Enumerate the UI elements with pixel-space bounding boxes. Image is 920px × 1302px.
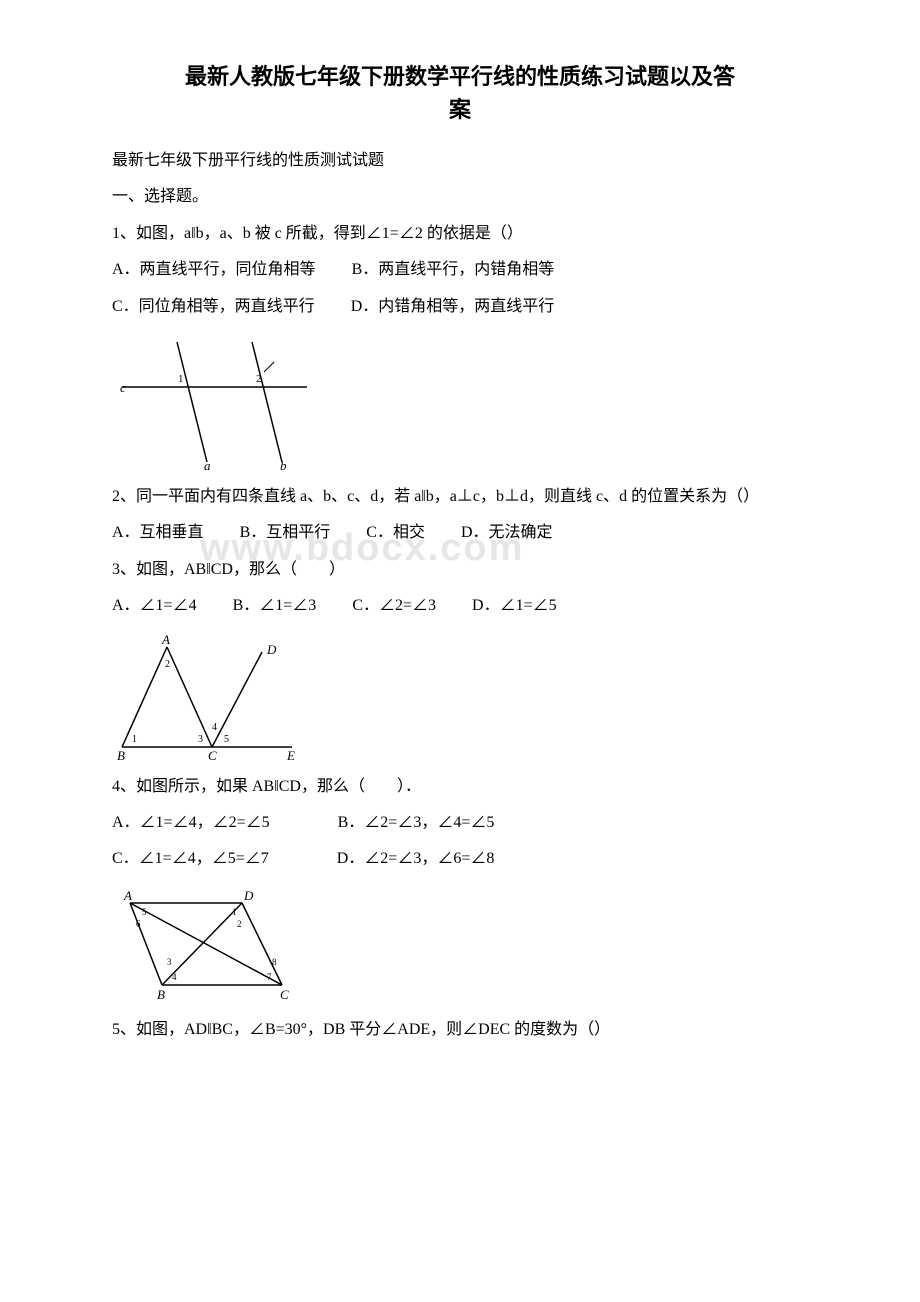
svg-text:1: 1 (132, 734, 137, 745)
q4-opt-d: D．∠2=∠3，∠6=∠8 (337, 850, 495, 867)
svg-text:A: A (161, 632, 170, 647)
figure-4: A D B C 12 34 56 78 (112, 885, 840, 1005)
q1-options-row1: A．两直线平行，同位角相等 B．两直线平行，内错角相等 (80, 255, 840, 285)
q4-opt-c: C．∠1=∠4，∠5=∠7 (112, 850, 269, 867)
q4-options-row1: A．∠1=∠4，∠2=∠5 B．∠2=∠3，∠4=∠5 (80, 808, 840, 838)
svg-text:C: C (208, 748, 217, 762)
svg-text:7: 7 (267, 972, 272, 982)
q2-stem: 2、同一平面内有四条直线 a、b、c、d，若 a‖b，a⊥c，b⊥d，则直线 c… (80, 482, 840, 512)
figure-1: c 1 2 a b (112, 332, 840, 472)
svg-text:A: A (123, 888, 132, 903)
q2-opt-c: C．相交 (366, 524, 425, 541)
svg-text:B: B (117, 748, 125, 762)
svg-text:5: 5 (224, 734, 229, 745)
q1-opt-b: B．两直线平行，内错角相等 (352, 261, 555, 278)
q2-opt-d: D．无法确定 (461, 524, 553, 541)
svg-text:a: a (204, 458, 211, 472)
q3-opt-c: C．∠2=∠3 (352, 597, 436, 614)
q2-opt-a: A．互相垂直 (112, 524, 204, 541)
svg-text:C: C (280, 987, 289, 1002)
q4-opt-a: A．∠1=∠4，∠2=∠5 (112, 814, 270, 831)
q2-opt-b: B．互相平行 (240, 524, 331, 541)
svg-text:2: 2 (256, 373, 262, 385)
q1-opt-c: C．同位角相等，两直线平行 (112, 298, 315, 315)
svg-text:6: 6 (136, 919, 141, 929)
intro-text: 最新七年级下册平行线的性质测试试题 (80, 146, 840, 176)
title-line2: 案 (449, 97, 471, 122)
q1-options-row2: C．同位角相等，两直线平行 D．内错角相等，两直线平行 (80, 292, 840, 322)
svg-text:2: 2 (237, 919, 242, 929)
q4-opt-b: B．∠2=∠3，∠4=∠5 (338, 814, 495, 831)
title-line1: 最新人教版七年级下册数学平行线的性质练习试题以及答 (185, 64, 735, 89)
svg-text:D: D (243, 888, 254, 903)
q4-options-row2: C．∠1=∠4，∠5=∠7 D．∠2=∠3，∠6=∠8 (80, 844, 840, 874)
q5-stem: 5、如图，AD‖BC，∠B=30°，DB 平分∠ADE，则∠DEC 的度数为（） (80, 1015, 840, 1045)
figure-3: A D B C E 1 2 345 (112, 632, 840, 762)
svg-text:8: 8 (272, 957, 277, 967)
q3-stem: 3、如图，AB‖CD，那么（ ） (80, 555, 840, 585)
svg-text:5: 5 (142, 907, 147, 917)
svg-text:2: 2 (165, 659, 170, 670)
q3-opt-a: A．∠1=∠4 (112, 597, 197, 614)
svg-text:c: c (120, 380, 126, 395)
svg-text:4: 4 (172, 972, 177, 982)
svg-text:b: b (280, 458, 287, 472)
q3-opt-b: B．∠1=∠3 (233, 597, 317, 614)
svg-text:1: 1 (178, 373, 184, 385)
svg-text:1: 1 (232, 907, 237, 917)
svg-text:4: 4 (212, 722, 217, 733)
section-heading: 一、选择题。 (80, 182, 840, 212)
q3-opt-d: D．∠1=∠5 (472, 597, 557, 614)
svg-text:3: 3 (198, 734, 203, 745)
svg-text:D: D (266, 642, 277, 657)
q2-options: A．互相垂直 B．互相平行 C．相交 D．无法确定 (80, 518, 840, 548)
q1-opt-a: A．两直线平行，同位角相等 (112, 261, 316, 278)
q3-options: A．∠1=∠4 B．∠1=∠3 C．∠2=∠3 D．∠1=∠5 (80, 591, 840, 621)
q1-stem: 1、如图，a‖b，a、b 被 c 所截，得到∠1=∠2 的依据是（） (80, 219, 840, 249)
svg-text:3: 3 (167, 957, 172, 967)
svg-text:B: B (157, 987, 165, 1002)
q4-stem: 4、如图所示，如果 AB‖CD，那么（ ）． (80, 772, 840, 802)
q1-opt-d: D．内错角相等，两直线平行 (351, 298, 555, 315)
svg-text:E: E (286, 748, 295, 762)
